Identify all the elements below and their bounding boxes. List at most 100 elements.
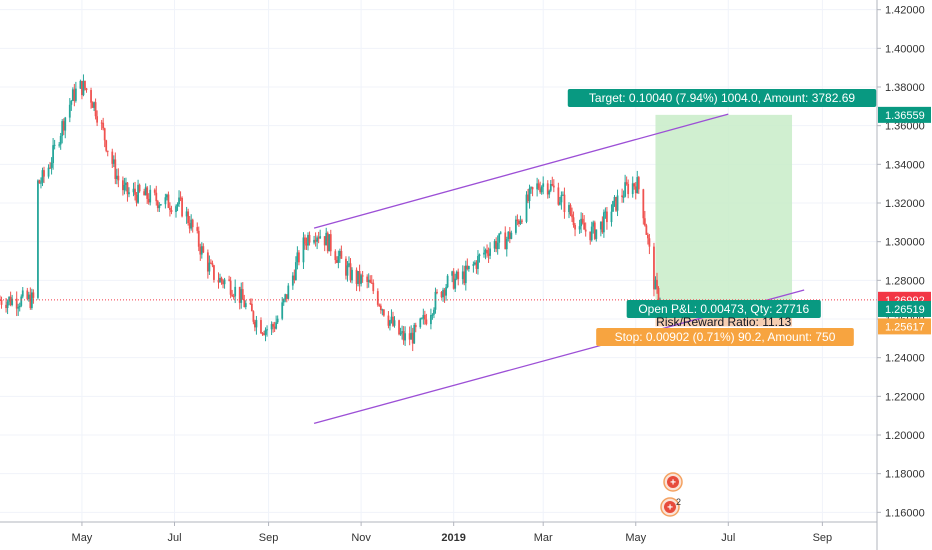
candle-body xyxy=(234,286,237,297)
candle-body xyxy=(472,264,475,266)
candle-body xyxy=(115,175,118,179)
x-tick-label: Sep xyxy=(813,532,833,544)
price-badge-label: 1.26519 xyxy=(885,304,925,316)
candle-body xyxy=(146,187,149,199)
candle-body xyxy=(179,197,182,199)
candle-body xyxy=(361,275,364,277)
candle-body xyxy=(291,275,294,286)
candle-body xyxy=(302,237,305,263)
candle-body xyxy=(176,204,179,207)
position-labels: Target: 0.10040 (7.94%) 1004.0, Amount: … xyxy=(567,89,877,346)
candle-body xyxy=(138,184,141,192)
candle-body xyxy=(155,192,158,202)
candle-body xyxy=(357,271,359,284)
plus-circle-icon xyxy=(664,501,676,513)
candle-body xyxy=(475,262,478,269)
candle-body xyxy=(625,182,628,185)
candle-body xyxy=(484,249,487,253)
candle-body xyxy=(610,211,613,223)
candle-body xyxy=(530,187,532,189)
candle-body xyxy=(58,144,61,146)
y-tick-label: 1.38000 xyxy=(885,82,925,94)
event-markers[interactable]: ++2 xyxy=(660,472,683,517)
candle-body xyxy=(232,296,235,298)
event-marker[interactable]: +2 xyxy=(660,497,681,517)
candle-body xyxy=(451,271,454,276)
candle-body xyxy=(562,194,564,196)
grid xyxy=(0,0,877,522)
candle-body xyxy=(273,326,276,329)
candle-body xyxy=(367,279,370,282)
candle-body xyxy=(557,187,560,205)
candle-body xyxy=(390,316,393,321)
candle-body xyxy=(170,209,173,212)
candle-body xyxy=(244,303,247,308)
x-tick-label: Sep xyxy=(259,532,279,544)
y-tick-label: 1.28000 xyxy=(885,275,925,287)
candle-body xyxy=(571,214,573,218)
candle-body xyxy=(229,280,232,295)
price-badge xyxy=(878,106,931,123)
plus-sign: + xyxy=(667,503,673,514)
candle-body xyxy=(52,145,55,164)
candle-body xyxy=(123,184,126,191)
y-tick-label: 1.36000 xyxy=(885,121,925,133)
candle-body xyxy=(79,80,82,89)
y-tick-label: 1.16000 xyxy=(885,507,925,519)
event-marker[interactable]: + xyxy=(663,472,683,492)
candle-body xyxy=(287,285,290,299)
candle-body xyxy=(442,289,444,298)
candle-body xyxy=(260,320,262,334)
candle-body xyxy=(399,332,402,335)
candle-body xyxy=(461,271,464,280)
candles xyxy=(0,74,661,352)
candle-body xyxy=(266,329,268,331)
candle-body xyxy=(454,278,457,289)
candle-body xyxy=(196,227,199,231)
candle-body xyxy=(208,262,211,272)
candle-body xyxy=(111,151,114,164)
candle-body xyxy=(370,282,373,284)
candle-body xyxy=(308,234,311,243)
candle-body xyxy=(328,234,331,252)
candle-body xyxy=(181,197,183,217)
candle-body xyxy=(90,90,92,103)
candle-body xyxy=(37,180,39,298)
open-pnl-label-box xyxy=(626,300,821,318)
candle-body xyxy=(158,205,161,209)
candle-body xyxy=(325,232,328,246)
candle-body xyxy=(346,265,349,276)
candle-body xyxy=(93,102,95,108)
candle-body xyxy=(47,167,50,177)
candle-body xyxy=(26,290,29,299)
candle-body xyxy=(188,223,191,229)
candle-body xyxy=(228,279,231,281)
candle-body xyxy=(8,296,11,302)
candle-body xyxy=(132,188,135,193)
candle-body xyxy=(94,102,97,117)
candle-body xyxy=(166,194,168,198)
candle-body xyxy=(117,175,120,181)
candle-body xyxy=(366,276,369,282)
candle-body xyxy=(17,307,20,309)
candle-body xyxy=(558,202,561,205)
candle-body xyxy=(200,246,203,255)
candle-body xyxy=(91,102,94,108)
candle-body xyxy=(631,183,634,195)
candle-body xyxy=(298,252,300,263)
candle-body xyxy=(604,211,607,213)
candle-body xyxy=(134,188,136,195)
candle-body xyxy=(178,197,180,205)
candle-body xyxy=(213,265,215,280)
candle-body xyxy=(510,232,513,239)
candle-body xyxy=(563,194,566,213)
candle-body xyxy=(413,324,416,344)
price-badge-label: 1.36559 xyxy=(885,110,925,122)
candle-body xyxy=(276,318,279,323)
candle-body xyxy=(595,229,598,239)
candle-body xyxy=(275,322,278,329)
candle-body xyxy=(525,194,528,222)
candle-body xyxy=(355,269,358,284)
